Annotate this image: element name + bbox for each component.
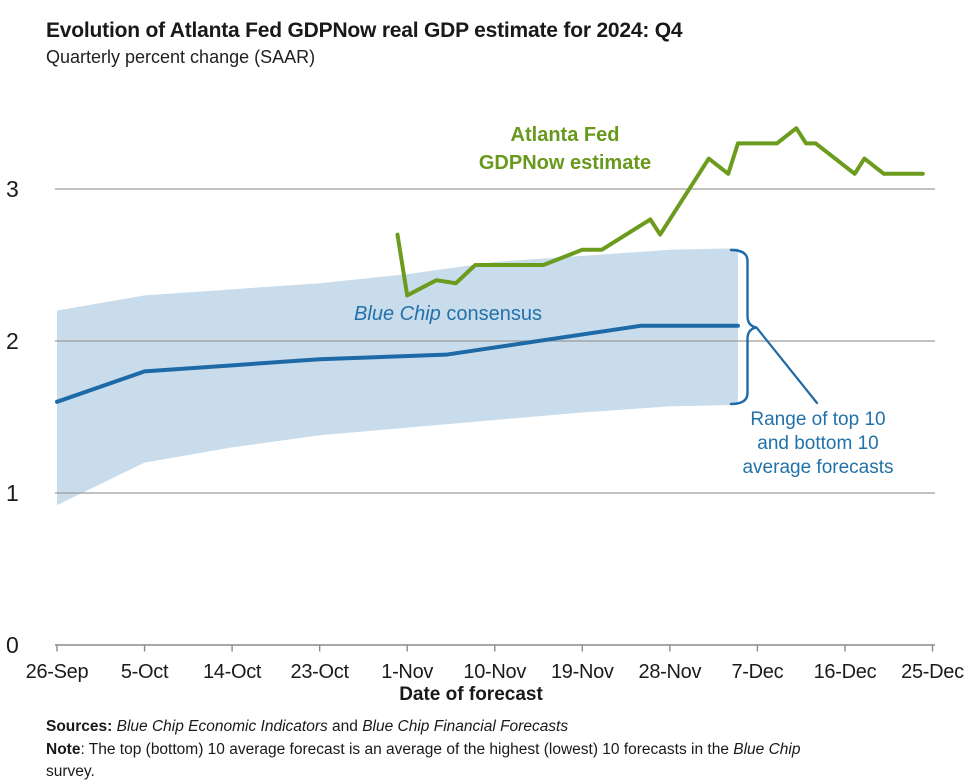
gdpnow-estimate-line [395,126,925,298]
sources-italic-1: Blue Chip Economic Indicators [112,718,328,735]
blue-chip-series-label: Blue Chip consensus [338,303,558,326]
range-annotation-line2: and bottom 10 [757,433,879,454]
note-text: : The top (bottom) 10 average forecast i… [80,740,734,758]
x-tick-label-19-Nov: 19-Nov [550,661,614,683]
note-label: Note [46,740,81,758]
y-tick-label-1: 1 [6,480,19,506]
x-tick-label-5-Oct: 5-Oct [120,661,169,683]
blue-chip-series-label-rest: consensus [440,303,542,325]
page-subtitle: Quarterly percent change (SAAR) [46,47,316,67]
x-axis-title: Date of forecast [399,684,543,705]
gdpnow-series-label-line2: GDPNow estimate [478,152,652,174]
x-tick-label-7-Dec: 7-Dec [731,661,784,683]
y-tick-label-2: 2 [6,328,19,354]
x-tick-label-26-Sep: 26-Sep [25,661,89,683]
x-tick-label-28-Nov: 28-Nov [638,661,702,683]
note-line: Note: The top (bottom) 10 average foreca… [46,739,906,762]
note-italic: Blue Chip [733,740,801,758]
note-line-2: survey. [46,763,95,780]
y-tick-label-3: 3 [6,176,19,202]
footnotes: Sources: Blue Chip Economic Indicators a… [46,716,906,783]
x-tick-label-14-Oct: 14-Oct [202,661,262,683]
gdpnow-series-label: Atlanta Fed GDPNow estimate [440,121,690,177]
blue-chip-series-label-italic: Blue Chip [354,303,441,325]
x-tick-label-16-Dec: 16-Dec [813,661,877,683]
sources-label: Sources: [46,718,113,735]
forecast-range-band [57,248,738,506]
gdpnow-series-label-line1: Atlanta Fed [510,124,620,146]
x-tick-label-23-Oct: 23-Oct [290,661,350,683]
sources-line: Sources: Blue Chip Economic Indicators a… [46,716,906,739]
page-title: Evolution of Atlanta Fed GDPNow real GDP… [46,19,683,42]
y-tick-label-0: 0 [6,632,19,658]
blue-chip-consensus-line [55,323,740,404]
range-annotation-line3: average forecasts [742,457,894,478]
x-tick-label-10-Nov: 10-Nov [463,661,527,683]
range-bracket-leader-line [755,326,819,405]
range-annotation-line1: Range of top 10 [750,409,886,430]
x-tick-label-25-Dec: 25-Dec [901,661,964,683]
range-annotation-label: Range of top 10 and bottom 10 average fo… [708,408,928,480]
x-tick-label-1-Nov: 1-Nov [381,661,434,683]
sources-italic-2: Blue Chip Financial Forecasts [362,718,569,735]
chart-plot-area [55,126,935,652]
sources-and: and [327,718,363,735]
